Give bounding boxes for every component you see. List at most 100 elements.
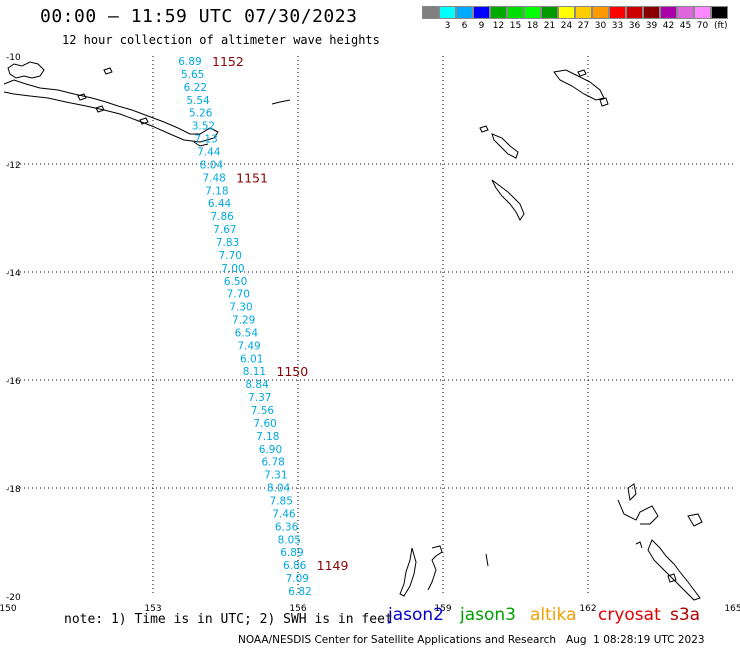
coastline-islet-8 xyxy=(667,573,677,583)
wave-height-value: 7.44 xyxy=(197,146,221,158)
coastline-islet-4 xyxy=(103,67,113,75)
coastline-loyalty-3 xyxy=(687,513,703,527)
wave-height-value: 6.22 xyxy=(184,82,207,94)
time-labels: 1152 1151 1150 1149 xyxy=(212,54,348,573)
lat-lon-grid xyxy=(8,56,733,596)
wave-height-value: 7.70 xyxy=(227,289,250,301)
coastline-islet-1 xyxy=(77,93,87,101)
wave-height-value: 7.18 xyxy=(256,431,279,443)
legend-swatch xyxy=(575,6,592,19)
legend-swatch xyxy=(507,6,524,19)
wave-height-value: 5.65 xyxy=(181,69,204,81)
coastline-loyalty-1 xyxy=(627,483,637,502)
legend-swatch xyxy=(439,6,456,19)
legend-label: 30 xyxy=(594,21,607,31)
coastline-solomons-1 xyxy=(553,69,605,101)
coastline-new-guinea xyxy=(7,61,45,79)
coastline-loyalty-2 xyxy=(617,499,659,525)
wave-height-value: 6.50 xyxy=(224,276,247,288)
coastline-new-caledonia xyxy=(647,539,701,601)
wave-height-value: 7.13 xyxy=(194,134,217,146)
lat-tick-label: -10 xyxy=(6,53,21,63)
wave-height-value: 5.26 xyxy=(189,108,213,120)
satellite-s3a: s3a xyxy=(670,605,701,625)
color-legend xyxy=(422,6,728,19)
wave-height-value: 6.86 xyxy=(283,560,307,572)
legend-unit: (ft) xyxy=(714,21,728,31)
lat-tick-label: -16 xyxy=(6,377,21,387)
wave-height-value: 7.00 xyxy=(221,263,244,275)
legend-label: 70 xyxy=(696,21,709,31)
legend-swatch xyxy=(422,6,439,19)
coastline-islet-2 xyxy=(95,105,105,113)
wave-height-value: 7.70 xyxy=(219,250,242,262)
legend-swatch xyxy=(677,6,694,19)
wave-height-value: 3.52 xyxy=(192,121,215,133)
coastline-islet-7 xyxy=(635,541,643,549)
lat-tick-label: -14 xyxy=(6,269,21,279)
wave-height-value: 7.56 xyxy=(251,405,275,417)
wave-height-value: 6.54 xyxy=(235,327,259,339)
wave-height-value: 7.09 xyxy=(286,573,309,585)
lon-tick-label: 156 xyxy=(289,604,306,614)
legend-label: 18 xyxy=(526,21,539,31)
legend-label: 3 xyxy=(444,21,451,31)
lon-tick-label: 159 xyxy=(434,604,451,614)
legend-swatch xyxy=(694,6,711,19)
legend-label: 21 xyxy=(543,21,556,31)
wave-height-value: 7.85 xyxy=(270,496,293,508)
wave-height-value: 7.60 xyxy=(253,418,276,430)
legend-swatch xyxy=(626,6,643,19)
wave-height-value: 6.89 xyxy=(280,547,303,559)
coastline-chesterfield-3 xyxy=(485,553,489,567)
lon-tick-label: 162 xyxy=(579,604,596,614)
wave-height-value: 6.78 xyxy=(261,457,284,469)
legend-label: 42 xyxy=(662,21,675,31)
wave-height-value: 8.05 xyxy=(278,534,301,546)
legend-label: 24 xyxy=(560,21,573,31)
coastline-solomons-3 xyxy=(577,69,587,77)
satellite-altika: altika xyxy=(530,605,577,625)
page-subtitle: 12 hour collection of altimeter wave hei… xyxy=(62,33,380,47)
note-text: note: 1) Time is in UTC; 2) SWH is in fe… xyxy=(64,612,393,627)
coastline-chesterfield-1 xyxy=(399,547,417,597)
axis-ticks: 150 153 156 159 162 165 -10 -12 -14 -16 -18 -20 xyxy=(0,53,740,614)
legend-label: 15 xyxy=(509,21,522,31)
wave-height-value: 8.11 xyxy=(243,366,266,378)
legend-label: 36 xyxy=(628,21,641,31)
satellite-jason2: jason2 xyxy=(388,605,444,625)
wave-height-value: 7.29 xyxy=(232,315,255,327)
legend-label: 12 xyxy=(492,21,505,31)
track-time-label: 1151 xyxy=(236,170,268,185)
wave-height-value: 6.82 xyxy=(288,586,311,598)
wave-height-value: 7.67 xyxy=(213,224,236,236)
footer-credit: NOAA/NESDIS Center for Satellite Applica… xyxy=(238,634,705,646)
wave-height-value: 8.04 xyxy=(267,483,291,495)
legend-label: 9 xyxy=(478,21,485,31)
lon-tick-label: 150 xyxy=(0,604,17,614)
track-time-label: 1150 xyxy=(276,364,308,379)
coastline-islet-3 xyxy=(139,117,149,125)
lon-tick-label: 165 xyxy=(724,604,740,614)
lat-tick-label: -12 xyxy=(6,161,21,171)
coastline-islet-6 xyxy=(193,141,209,147)
legend-swatch xyxy=(541,6,558,19)
wave-height-value: 6.01 xyxy=(240,353,263,365)
track-time-label: 1152 xyxy=(212,54,244,69)
wave-height-value: 7.49 xyxy=(237,340,260,352)
wave-height-value: 6.90 xyxy=(259,444,282,456)
page-title: 00:00 – 11:59 UTC 07/30/2023 xyxy=(40,6,358,27)
wave-height-value: 5.54 xyxy=(186,95,210,107)
legend-swatch xyxy=(609,6,626,19)
wave-height-value: 8.04 xyxy=(200,159,224,171)
legend-swatch xyxy=(558,6,575,19)
wave-height-value: 7.31 xyxy=(264,470,287,482)
wave-height-value: 6.44 xyxy=(208,198,232,210)
coastline-rennell xyxy=(479,125,489,133)
coastlines xyxy=(3,61,703,601)
legend-label: 39 xyxy=(645,21,658,31)
legend-swatch xyxy=(473,6,490,19)
altimeter-track: 6.895.656.225.545.263.527.137.448.047.48… xyxy=(178,56,311,598)
coastline-solomons-2 xyxy=(599,97,609,107)
